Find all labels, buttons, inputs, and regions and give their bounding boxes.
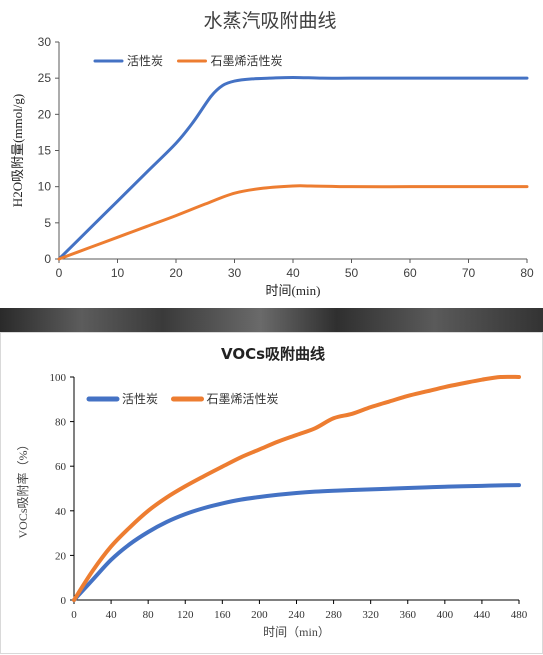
series-line-2 [72, 374, 521, 602]
x-tick-label: 440 [474, 609, 491, 621]
x-tick-label: 120 [177, 609, 194, 621]
legend-label-2: 石墨烯活性炭 [211, 54, 283, 68]
x-tick-label: 80 [520, 266, 534, 280]
x-tick-label: 240 [288, 609, 305, 621]
vocs-adsorption-chart: VOCs吸附曲线 0 20 40 60 80 100 0 40 80 120 160 200 240 280… [15, 345, 528, 639]
y-axis-label: VOCs吸附率（%） [15, 438, 30, 538]
y-tick-label: 25 [38, 71, 52, 85]
legend-label-1: 活性炭 [122, 392, 158, 406]
y-tick-label: 20 [38, 107, 52, 121]
x-tick-label: 360 [400, 609, 417, 621]
x-tick-label: 30 [228, 266, 242, 280]
photo-strip-divider [0, 308, 543, 332]
chart-panel-water: 水蒸汽吸附曲线 0 5 10 15 20 25 30 0 10 20 30 40 50 60 70 80 时间(m… [0, 0, 543, 308]
y-tick-label: 0 [61, 595, 67, 607]
y-axis-label: H2O吸附量(mmol/g) [10, 94, 25, 207]
legend-label-1: 活性炭 [127, 54, 163, 68]
y-tick-label: 40 [55, 506, 67, 518]
chart-title: 水蒸汽吸附曲线 [203, 10, 336, 32]
x-tick-label: 70 [462, 266, 476, 280]
x-tick-label: 40 [286, 266, 300, 280]
x-tick-label: 400 [437, 609, 454, 621]
y-tick-label: 0 [44, 252, 51, 266]
chart-title: VOCs吸附曲线 [221, 345, 325, 363]
x-tick-label: 0 [56, 266, 63, 280]
water-adsorption-chart: 水蒸汽吸附曲线 0 5 10 15 20 25 30 0 10 20 30 40 50 60 70 80 时间(m… [10, 10, 534, 298]
x-tick-label: 20 [169, 266, 183, 280]
x-tick-label: 0 [71, 609, 77, 621]
x-axis-label: 时间（min） [263, 625, 330, 639]
legend-label-2: 石墨烯活性炭 [207, 392, 279, 406]
x-tick-label: 50 [345, 266, 359, 280]
x-tick-label: 160 [214, 609, 231, 621]
y-tick-label: 10 [38, 180, 52, 194]
x-tick-label: 200 [251, 609, 268, 621]
x-tick-label: 10 [111, 266, 125, 280]
y-tick-label: 80 [55, 417, 67, 429]
y-tick-label: 100 [50, 372, 67, 384]
x-tick-label: 60 [403, 266, 417, 280]
x-axis-label: 时间(min) [266, 283, 321, 298]
series-line-1 [57, 75, 529, 261]
y-tick-label: 30 [38, 35, 52, 49]
series-line-1 [72, 483, 521, 602]
y-tick-label: 60 [55, 461, 67, 473]
chart-panel-vocs: VOCs吸附曲线 0 20 40 60 80 100 0 40 80 120 160 200 240 280… [0, 332, 543, 654]
series-line-2 [57, 184, 529, 261]
y-tick-label: 15 [38, 144, 52, 158]
y-tick-label: 20 [55, 550, 67, 562]
x-tick-label: 80 [143, 609, 155, 621]
x-tick-label: 280 [325, 609, 342, 621]
x-tick-label: 480 [511, 609, 528, 621]
x-tick-label: 320 [362, 609, 379, 621]
x-tick-label: 40 [106, 609, 118, 621]
y-tick-label: 5 [44, 216, 51, 230]
